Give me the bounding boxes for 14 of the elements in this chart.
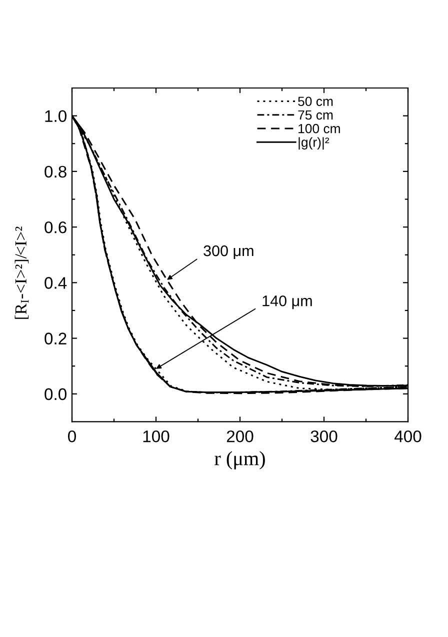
x-tick-label: 0: [68, 430, 76, 442]
x-tick-label: 300: [310, 430, 338, 442]
x-tick-label: 400: [394, 430, 422, 442]
y-tick-label: 0.6: [44, 221, 66, 234]
y-tick-label: 0.2: [44, 332, 66, 344]
y-tick-label: 0.4: [44, 277, 67, 289]
x-tick-label: 200: [226, 430, 254, 442]
y-tick-label: 1.0: [45, 110, 66, 122]
y-tick-label: 0.0: [44, 388, 66, 400]
y-tick-label: 0.8: [44, 166, 66, 178]
y-axis-title: [R$_{I}$-<I>²]/<I>²: [14, 226, 29, 319]
x-axis-title: r (μm): [214, 451, 265, 470]
legend-label: 50 cm: [298, 96, 333, 106]
x-tick-label: 100: [143, 430, 170, 442]
